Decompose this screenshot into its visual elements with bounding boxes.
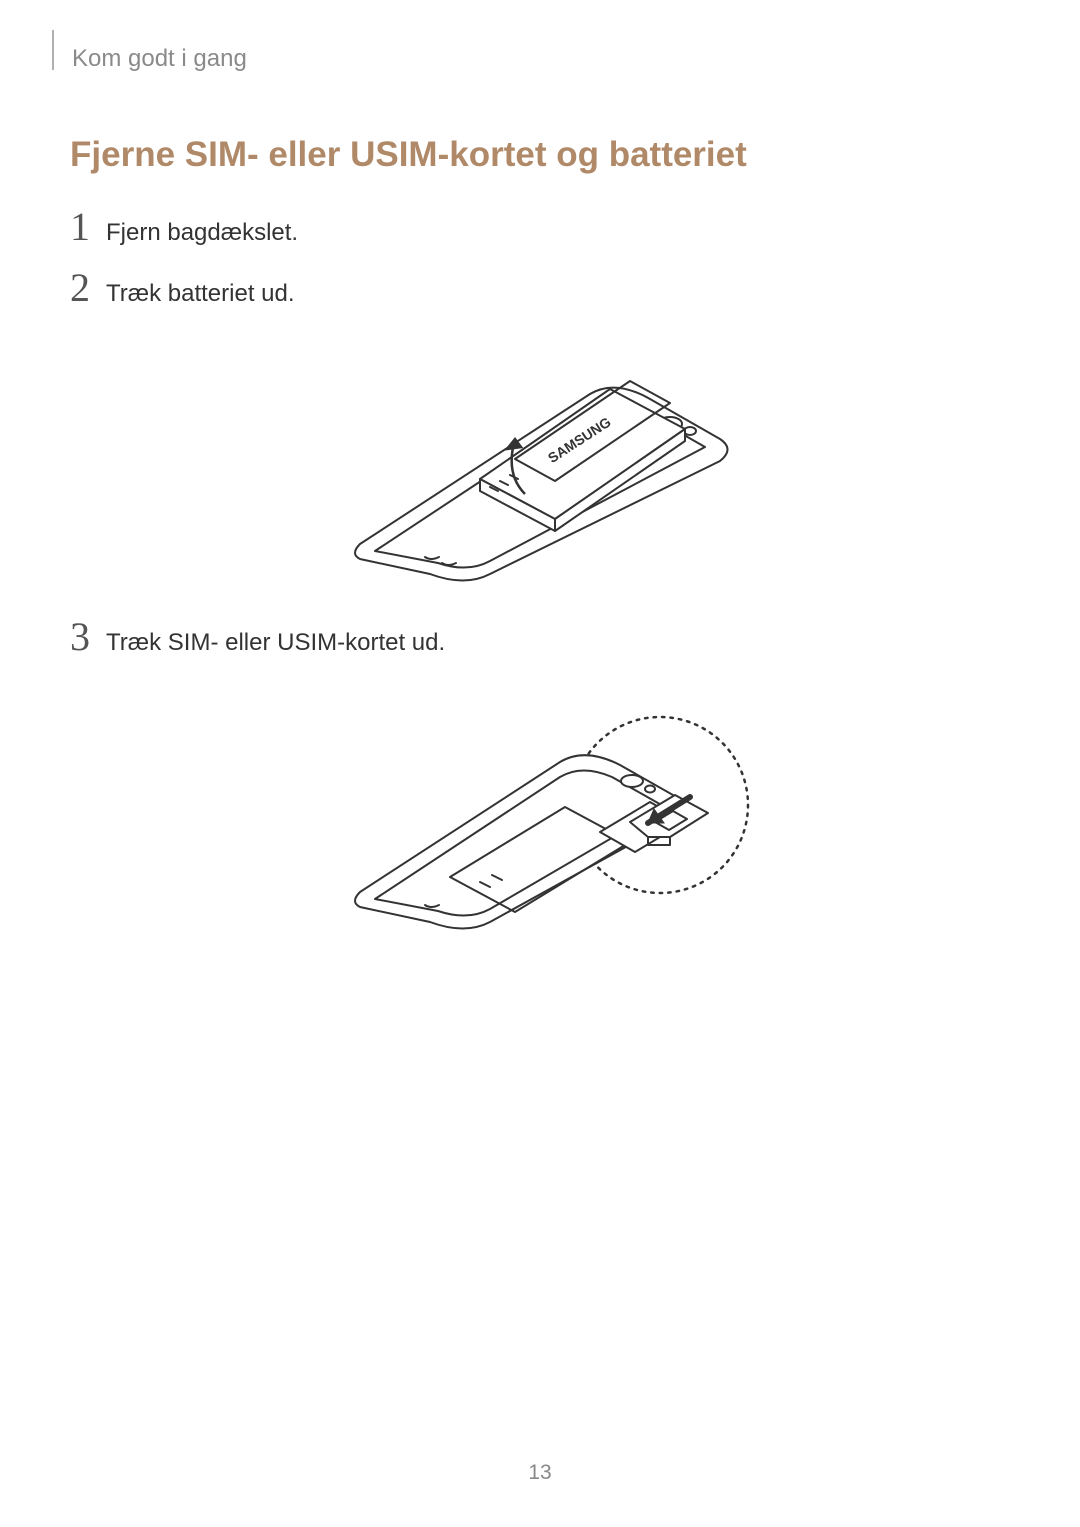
step-3-text: Træk SIM- eller USIM-kortet ud. [106, 625, 445, 658]
battery-illustration: SAMSUNG [70, 329, 1010, 589]
step-2-number: 2 [70, 268, 106, 308]
step-2-text: Træk batteriet ud. [106, 276, 295, 309]
page-number: 13 [0, 1461, 1080, 1485]
step-3: 3 Træk SIM- eller USIM-kortet ud. [70, 617, 1010, 658]
step-3-number: 3 [70, 617, 106, 657]
step-1: 1 Fjern bagdækslet. [70, 207, 1010, 248]
sim-illustration [70, 677, 1010, 937]
breadcrumb: Kom godt i gang [72, 45, 1010, 73]
page: Kom godt i gang Fjerne SIM- eller USIM-k… [0, 0, 1080, 1527]
step-1-number: 1 [70, 207, 106, 247]
section-title: Fjerne SIM- eller USIM-kortet og batteri… [70, 135, 1010, 175]
header-rule [52, 30, 54, 70]
step-2: 2 Træk batteriet ud. [70, 268, 1010, 309]
step-1-text: Fjern bagdækslet. [106, 215, 298, 248]
